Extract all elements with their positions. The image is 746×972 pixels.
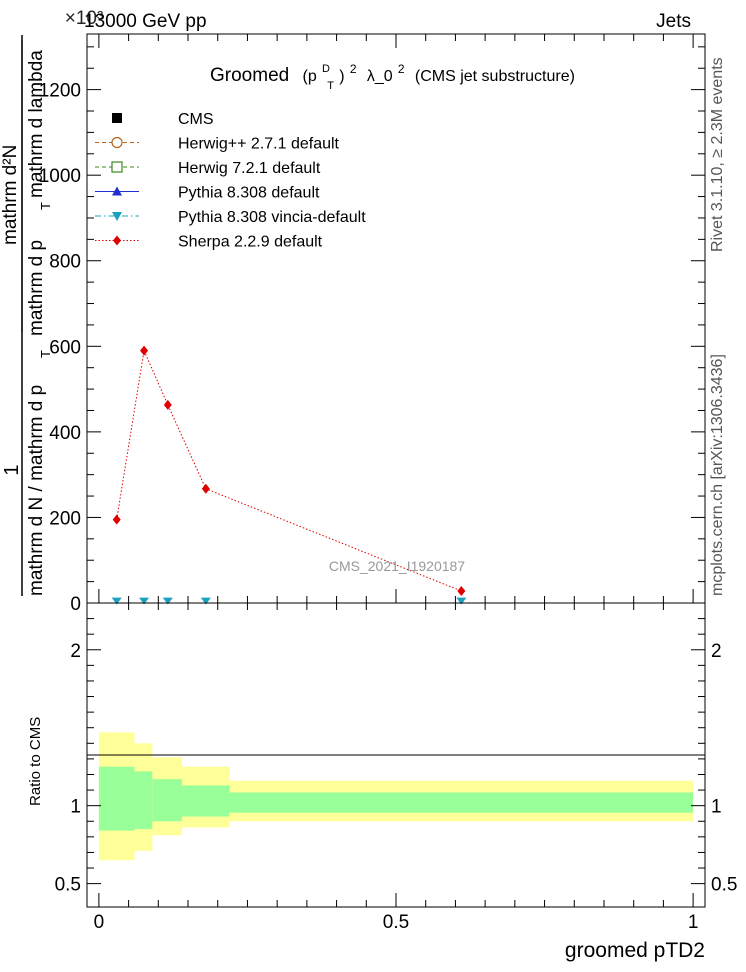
- title-prefix: Groomed: [210, 65, 289, 86]
- x-ticks: 0 0.5 1: [94, 34, 699, 933]
- main-y-axis-label: 1 mathrm d N / mathrm d p T mathrm d²N m…: [0, 35, 53, 596]
- plot-title: Groomed (p D T ) 2 λ_0 2 (CMS jet substr…: [210, 56, 575, 94]
- vincia-point-4: [456, 597, 467, 605]
- mcplots-label: mcplots.cern.ch [arXiv:1306.3436]: [709, 354, 726, 596]
- sherpa-point-1: [140, 345, 149, 356]
- ratio-ytick-label-right-0: 0.5: [711, 875, 737, 896]
- ylabel-denominator-sub: T: [38, 350, 53, 358]
- x-axis-label: groomed pTD2: [565, 939, 705, 962]
- sherpa-series-line: [116, 348, 462, 592]
- main-ytick-label-2: 400: [49, 423, 81, 444]
- ylabel-one: 1: [1, 464, 23, 475]
- legend-label-5: Sherpa 2.2.9 default: [178, 234, 323, 251]
- title-sub-t: T: [327, 80, 334, 92]
- main-ytick-label-3: 600: [49, 337, 81, 358]
- vincia-point-3: [200, 597, 211, 605]
- xtick-label-1: 0.5: [383, 912, 409, 933]
- svg-text:Groomed (p D: Groomed (p D T ) 2 λ_0 2 (CMS jet substr…: [210, 56, 575, 94]
- sherpa-point-4: [457, 586, 466, 597]
- ratio-band-green-0: [98, 766, 135, 831]
- vincia-point-1: [139, 597, 150, 605]
- header-energy: 13000 GeV pp: [84, 11, 207, 32]
- ylabel-numerator-den-sub: T: [38, 202, 53, 210]
- ratio-band-green-1: [134, 771, 153, 830]
- main-ytick-label-6: 1200: [39, 81, 81, 102]
- sherpa-point-3: [201, 483, 210, 494]
- legend-marker-1: [111, 136, 123, 149]
- main-ytick-label-1: 200: [49, 508, 81, 529]
- legend-label-2: Herwig 7.2.1 default: [178, 160, 321, 177]
- ylabel-numerator-den-tail: mathrm d lambda: [26, 50, 47, 198]
- rivet-label: Rivet 3.1.10, ≥ 2.3M events: [709, 57, 726, 252]
- title-mid: λ_0: [367, 68, 393, 85]
- ratio-band-green-4: [229, 792, 694, 813]
- title-suffix: (CMS jet substructure): [415, 68, 575, 85]
- ylabel-numerator: mathrm d²N: [0, 145, 21, 245]
- ratio-ytick-label-0: 0.5: [55, 875, 81, 896]
- ratio-ytick-label-right-2: 2: [711, 641, 722, 662]
- legend-label-0: CMS: [178, 111, 214, 128]
- legend-label-1: Herwig++ 2.7.1 default: [178, 136, 340, 153]
- analysis-watermark: CMS_2021_I1920187: [329, 558, 465, 574]
- vincia-point-0: [111, 597, 122, 605]
- xtick-label-2: 1: [688, 912, 699, 933]
- sherpa-point-0: [112, 514, 121, 525]
- sherpa-point-2: [163, 399, 172, 410]
- legend-marker-0: [112, 113, 122, 123]
- ratio-y-axis-label: Ratio to CMS: [27, 717, 44, 806]
- ylabel-denominator: mathrm d N / mathrm d p: [26, 385, 47, 596]
- legend-marker-2: [111, 161, 123, 173]
- main-ytick-label-4: 800: [49, 252, 81, 273]
- main-ytick-label-0: 0: [70, 594, 81, 615]
- ratio-band-green-3: [182, 785, 230, 817]
- title-sup-d: D: [322, 63, 330, 75]
- ratio-ytick-label-right-1: 1: [711, 797, 722, 818]
- ylabel-numerator-den: mathrm d p: [26, 240, 47, 336]
- header-jets: Jets: [656, 11, 691, 32]
- ratio-band-green-2: [152, 779, 183, 822]
- xtick-label-0: 0: [94, 912, 105, 933]
- legend: CMS Herwig++ 2.7.1 default Herwig 7.2.1 de…: [95, 111, 366, 251]
- title-sup-2b: 2: [398, 62, 405, 76]
- title-p: (p: [302, 68, 316, 85]
- main-ytick-label-5: 1000: [39, 166, 81, 187]
- title-sup-2: 2: [350, 62, 357, 76]
- ratio-bands: [98, 732, 694, 861]
- ratio-ytick-label-2: 2: [70, 641, 81, 662]
- vincia-point-2: [162, 597, 173, 605]
- series-layer: [111, 345, 467, 605]
- main-y-ticks: 0 200 400 600 800 1000 1200: [39, 46, 705, 615]
- ratio-y-ticks: 0.5 0.5 1 1 2 2: [55, 618, 737, 896]
- legend-marker-5: [113, 235, 121, 246]
- legend-marker-4: [112, 212, 122, 221]
- legend-label-3: Pythia 8.308 default: [178, 185, 320, 202]
- legend-label-4: Pythia 8.308 vincia-default: [178, 209, 366, 226]
- title-close: ): [339, 68, 344, 85]
- ratio-ytick-label-1: 1: [70, 797, 81, 818]
- y-axis-exponent: ×10³: [65, 8, 104, 29]
- legend-marker-3: [112, 186, 122, 196]
